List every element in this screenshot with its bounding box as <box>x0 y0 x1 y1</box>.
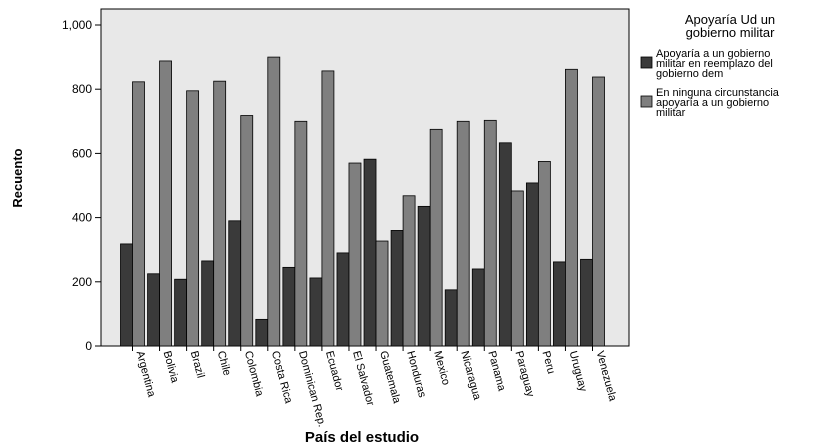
y-tick-label: 200 <box>72 275 92 289</box>
x-tick-label: Dominican Rep. <box>296 350 328 429</box>
bar-ninguna <box>592 76 605 347</box>
x-axis-title: País del estudio <box>305 429 419 446</box>
bar-apoyaria <box>417 205 431 347</box>
legend-swatch <box>640 95 653 108</box>
bar-apoyaria <box>147 273 160 347</box>
bar-ninguna <box>565 68 578 347</box>
bar-apoyaria <box>444 289 458 347</box>
x-tick-label: Uruguay <box>567 350 589 394</box>
legend-entry-label: gobierno dem <box>656 68 723 80</box>
bar-ninguna <box>456 120 470 347</box>
x-tick-label: Brazil <box>188 350 207 380</box>
legend-entry-label: militar <box>656 107 686 119</box>
bar-apoyaria <box>309 277 323 347</box>
bar-apoyaria <box>390 230 404 347</box>
bar-ninguna <box>240 115 254 347</box>
y-tick-label: 400 <box>72 211 92 225</box>
bar-ninguna <box>186 90 200 347</box>
bar-ninguna <box>159 60 172 347</box>
y-axis: 0 200 400 600 800 1,000 <box>62 18 101 353</box>
bar-ninguna <box>537 161 551 347</box>
x-tick-label: Bolivia <box>161 350 181 385</box>
bar-ninguna <box>294 120 308 347</box>
bar-apoyaria <box>498 142 512 347</box>
bar-apoyaria <box>120 243 133 347</box>
y-tick-label: 1,000 <box>62 18 92 32</box>
x-tick-label: Panama <box>485 350 507 394</box>
x-tick-label: Chile <box>215 350 233 377</box>
y-tick-label: 800 <box>72 82 92 96</box>
legend-entry-label: Apoyaría a un gobierno <box>656 48 770 60</box>
bar-apoyaria <box>363 158 377 347</box>
y-tick-label: 0 <box>85 339 92 353</box>
y-axis-title: Recuento <box>10 148 25 207</box>
x-tick-label: Mexico <box>431 350 452 387</box>
legend-title: gobierno militar <box>686 25 776 40</box>
x-tick-label: Costa Rica <box>269 350 295 406</box>
legend-swatch <box>640 56 653 69</box>
bar-ninguna <box>402 195 416 347</box>
bar-apoyaria <box>580 258 593 347</box>
bar-ninguna <box>132 81 145 347</box>
bar-apoyaria <box>228 220 242 347</box>
x-tick-label: Ecuador <box>323 350 345 393</box>
bar-ninguna <box>213 80 227 347</box>
x-tick-label: El Salvador <box>350 350 376 408</box>
bar-ninguna <box>321 70 335 347</box>
x-tick-label: Nicaragua <box>458 350 483 402</box>
y-tick-label: 600 <box>72 146 92 160</box>
x-tick-label: Peru <box>539 350 557 376</box>
bar-ninguna <box>510 190 524 347</box>
x-tick-label: Honduras <box>404 350 428 400</box>
bars-group <box>120 56 605 347</box>
bar-ninguna <box>375 240 389 347</box>
legend-entry-label: militar en reemplazo del <box>656 58 773 70</box>
x-tick-label: Colombia <box>242 350 266 399</box>
bar-apoyaria <box>336 252 350 347</box>
legend-entry-label: apoyaría a un gobierno <box>656 97 769 109</box>
bar-apoyaria <box>525 182 539 347</box>
x-tick-label: Venezuela <box>594 350 619 404</box>
x-tick-label: Argentina <box>134 350 158 399</box>
bar-apoyaria <box>471 268 485 347</box>
bar-ninguna <box>429 128 443 347</box>
bar-ninguna <box>483 119 497 347</box>
bar-apoyaria <box>201 260 215 347</box>
bar-apoyaria <box>282 266 296 347</box>
bar-apoyaria <box>255 318 269 347</box>
x-tick-label: Paraguay <box>512 350 536 399</box>
legend-entry-label: En ninguna circunstancia <box>656 87 780 99</box>
x-tick-label: Guatemala <box>377 350 403 406</box>
legend-title: Apoyaría Ud un <box>685 12 775 27</box>
bar-apoyaria <box>174 278 188 347</box>
bar-ninguna <box>348 162 362 347</box>
x-axis: Argentina Bolivia Brazil Chile Colombia Costa… <box>132 346 619 429</box>
bar-ninguna <box>267 56 281 347</box>
bar-apoyaria <box>553 261 566 347</box>
